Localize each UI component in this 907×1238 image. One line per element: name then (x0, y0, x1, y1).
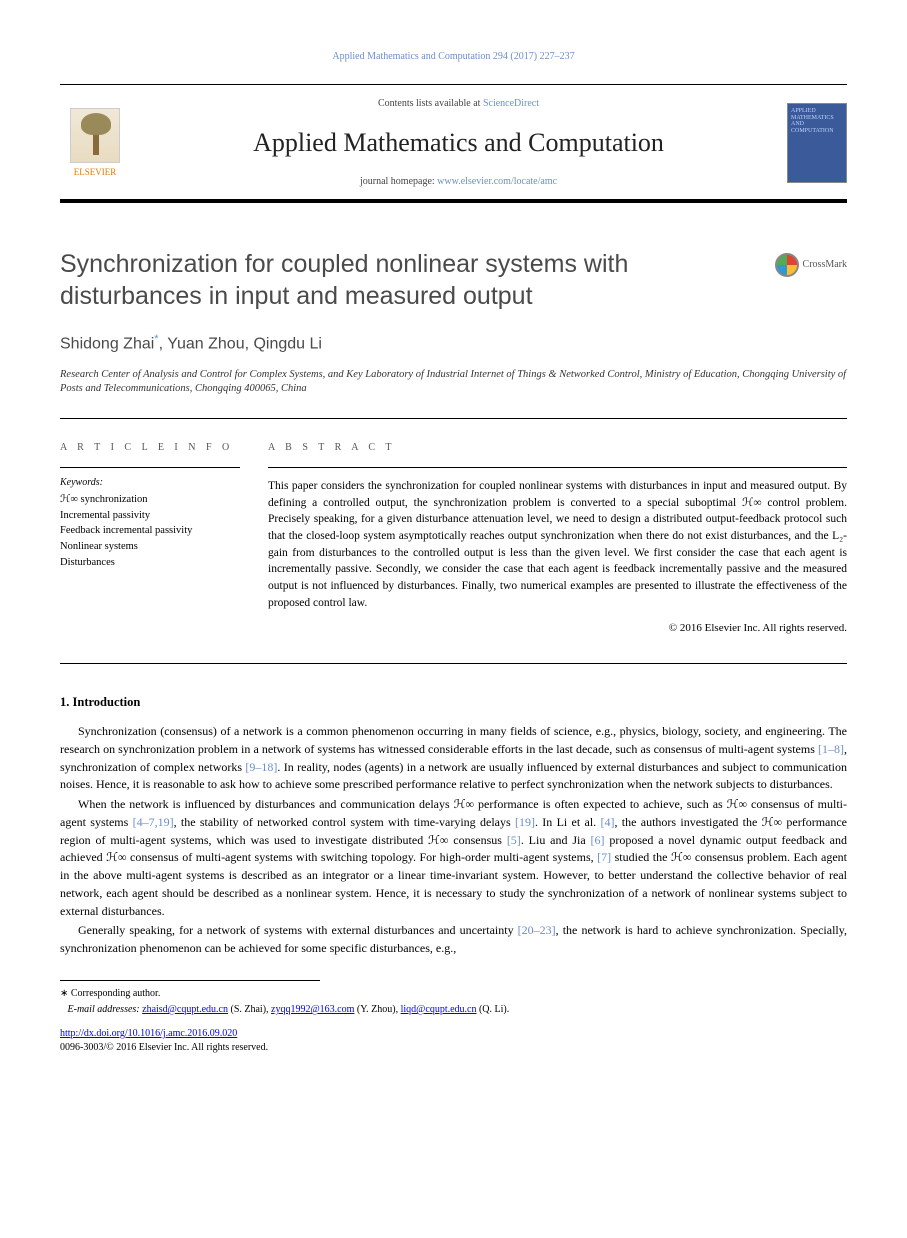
email-label: E-mail addresses: (68, 1004, 140, 1015)
info-divider (60, 467, 240, 468)
p2-text-b: , the stability of networked control sys… (174, 815, 515, 829)
journal-homepage-line: journal homepage: www.elsevier.com/locat… (130, 175, 787, 189)
ref-link-6[interactable]: [6] (591, 833, 605, 847)
corresponding-asterisk: * (154, 333, 158, 345)
keywords-list: ℋ∞ synchronization Incremental passivity… (60, 492, 240, 571)
keyword-3: Feedback incremental passivity (60, 523, 240, 539)
ref-link-7[interactable]: [7] (597, 850, 611, 864)
contents-available-line: Contents lists available at ScienceDirec… (130, 97, 787, 111)
issn-copyright: 0096-3003/© 2016 Elsevier Inc. All right… (60, 1041, 847, 1055)
author-list: Shidong Zhai*, Yuan Zhou, Qingdu Li (60, 332, 847, 356)
abstract-text: This paper considers the synchronization… (268, 478, 847, 611)
journal-cover-thumbnail: APPLIED MATHEMATICS AND COMPUTATION (787, 103, 847, 183)
ref-link-5[interactable]: [5] (507, 833, 521, 847)
email-who-2: (Y. Zhou) (357, 1004, 396, 1015)
keyword-1: ℋ∞ synchronization (60, 492, 240, 508)
abstract-divider (268, 467, 847, 468)
homepage-prefix: journal homepage: (360, 176, 437, 187)
section-number: 1. (60, 695, 69, 709)
abstract-heading: A B S T R A C T (268, 441, 847, 455)
body-text: Synchronization (consensus) of a network… (60, 723, 847, 958)
ref-link-19[interactable]: [19] (515, 815, 535, 829)
p3-text-a: Generally speaking, for a network of sys… (78, 923, 518, 937)
corr-author-label: Corresponding author. (71, 988, 160, 999)
intro-paragraph-3: Generally speaking, for a network of sys… (60, 922, 847, 958)
header-citation: Applied Mathematics and Computation 294 … (60, 50, 847, 64)
elsevier-tree-icon (70, 108, 120, 163)
footnote-rule-block: ∗ Corresponding author. (60, 980, 320, 1001)
journal-name: Applied Mathematics and Computation (130, 125, 787, 161)
ref-link-20-23[interactable]: [20–23] (518, 923, 556, 937)
crossmark-icon (775, 253, 799, 277)
journal-homepage-link[interactable]: www.elsevier.com/locate/amc (437, 176, 557, 187)
crossmark-badge[interactable]: CrossMark (775, 253, 847, 277)
paper-title: Synchronization for coupled nonlinear sy… (60, 249, 680, 312)
crossmark-label: CrossMark (803, 258, 847, 272)
email-who-1: (S. Zhai) (230, 1004, 266, 1015)
p2-text-c: . In Li et al. (535, 815, 601, 829)
p2-text-e: . Liu and Jia (521, 833, 591, 847)
divider-bottom (60, 663, 847, 664)
intro-paragraph-2: When the network is influenced by distur… (60, 796, 847, 920)
divider-top (60, 418, 847, 419)
corr-marker: ∗ (60, 988, 71, 999)
author-1: Shidong Zhai (60, 335, 154, 352)
affiliation: Research Center of Analysis and Control … (60, 368, 847, 396)
abstract-copyright: © 2016 Elsevier Inc. All rights reserved… (268, 621, 847, 636)
ref-link-9-18[interactable]: [9–18] (245, 760, 277, 774)
keyword-2: Incremental passivity (60, 508, 240, 524)
p1-text-a: Synchronization (consensus) of a network… (60, 724, 847, 756)
journal-masthead: ELSEVIER Contents lists available at Sci… (60, 84, 847, 203)
keyword-4: Nonlinear systems (60, 539, 240, 555)
email-footnote: E-mail addresses: zhaisd@cqupt.edu.cn (S… (60, 1003, 847, 1017)
email-who-3: (Q. Li) (479, 1004, 507, 1015)
ref-link-4-7-19[interactable]: [4–7,19] (133, 815, 174, 829)
email-link-3[interactable]: liqd@cqupt.edu.cn (401, 1004, 477, 1015)
publisher-name: ELSEVIER (74, 166, 117, 179)
keyword-5: Disturbances (60, 555, 240, 571)
intro-paragraph-1: Synchronization (consensus) of a network… (60, 723, 847, 794)
ref-link-4[interactable]: [4] (600, 815, 614, 829)
section-1-heading: 1. Introduction (60, 694, 847, 712)
sciencedirect-link[interactable]: ScienceDirect (483, 98, 539, 109)
email-link-1[interactable]: zhaisd@cqupt.edu.cn (142, 1004, 228, 1015)
contents-prefix: Contents lists available at (378, 98, 483, 109)
article-info-heading: A R T I C L E I N F O (60, 441, 240, 455)
author-3: Qingdu Li (253, 335, 322, 352)
ref-link-1-8[interactable]: [1–8] (818, 742, 844, 756)
elsevier-logo: ELSEVIER (60, 103, 130, 183)
section-title: Introduction (73, 695, 141, 709)
author-2: Yuan Zhou (167, 335, 244, 352)
doi-link[interactable]: http://dx.doi.org/10.1016/j.amc.2016.09.… (60, 1028, 237, 1039)
email-link-2[interactable]: zyqq1992@163.com (271, 1004, 354, 1015)
keywords-label: Keywords: (60, 476, 240, 490)
